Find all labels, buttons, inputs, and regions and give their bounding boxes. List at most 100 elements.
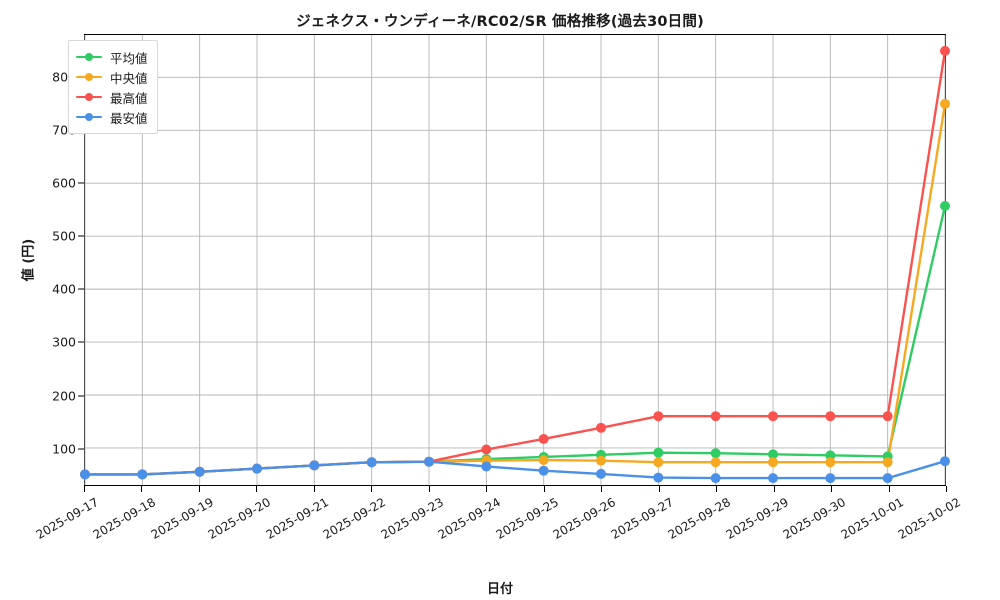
legend-dot-icon bbox=[85, 93, 93, 101]
x-axis-tick-labels: 2025-09-17 2025-09-18 2025-09-19 2025-09-20… bbox=[34, 486, 963, 596]
data-point[interactable] bbox=[80, 469, 90, 480]
series-line bbox=[83, 49, 947, 476]
data-point[interactable] bbox=[768, 473, 778, 484]
plot-area bbox=[80, 34, 950, 486]
data-point[interactable] bbox=[768, 457, 778, 468]
data-point[interactable] bbox=[825, 411, 836, 422]
x-axis-tick-mark bbox=[313, 486, 315, 492]
data-point[interactable] bbox=[710, 457, 721, 468]
legend-item-label: 最高値 bbox=[110, 90, 148, 106]
data-point[interactable] bbox=[481, 444, 492, 455]
x-axis-tick-mark bbox=[946, 486, 947, 492]
data-point[interactable] bbox=[940, 98, 950, 109]
series-line bbox=[83, 102, 947, 476]
data-point[interactable] bbox=[596, 422, 606, 433]
y-axis-tick-label: 200 bbox=[52, 388, 76, 404]
data-point[interactable] bbox=[940, 456, 950, 467]
data-point[interactable] bbox=[653, 457, 664, 468]
data-point[interactable] bbox=[882, 473, 893, 484]
data-point[interactable] bbox=[653, 411, 664, 422]
x-axis-tick-mark bbox=[428, 486, 430, 492]
data-point[interactable] bbox=[940, 45, 950, 56]
legend-item[interactable]: 最高値 bbox=[76, 87, 148, 107]
data-point[interactable] bbox=[596, 455, 606, 466]
legend-dot-icon bbox=[85, 113, 93, 121]
data-point[interactable] bbox=[940, 201, 950, 211]
x-axis-tick-label: 2025-09-23 bbox=[378, 495, 446, 542]
data-point[interactable] bbox=[825, 450, 836, 461]
y-axis-tick-label: 400 bbox=[52, 281, 76, 297]
x-axis-tick-label: 2025-09-22 bbox=[320, 495, 389, 542]
x-axis-tick-label: 2025-09-18 bbox=[91, 495, 159, 542]
data-point[interactable] bbox=[768, 411, 778, 422]
x-axis-tick-mark bbox=[716, 486, 718, 492]
x-axis-tick-mark bbox=[486, 486, 488, 492]
x-axis-tick-label: 2025-09-28 bbox=[665, 495, 734, 542]
x-axis-tick-label: 2025-09-26 bbox=[550, 495, 619, 542]
data-point[interactable] bbox=[194, 466, 205, 477]
y-axis-tick-label: 500 bbox=[52, 228, 76, 244]
x-axis-tick-label: 2025-09-21 bbox=[263, 495, 331, 542]
x-axis-tick-label: 2025-09-19 bbox=[148, 495, 216, 542]
legend-swatch-icon bbox=[76, 51, 102, 63]
y-axis-tick-mark bbox=[78, 288, 84, 290]
y-axis-tick-mark bbox=[78, 448, 84, 450]
data-point[interactable] bbox=[653, 447, 664, 458]
x-axis-tick-mark bbox=[256, 486, 258, 492]
data-point[interactable] bbox=[366, 457, 377, 468]
x-axis-tick-label: 2025-10-02 bbox=[895, 495, 963, 542]
legend-item-label: 中央値 bbox=[110, 70, 148, 86]
x-axis-title: 日付 bbox=[486, 582, 513, 597]
x-axis-tick-mark bbox=[198, 486, 200, 492]
x-axis-tick-mark bbox=[141, 486, 143, 492]
grid-lines bbox=[84, 35, 946, 485]
data-point[interactable] bbox=[825, 457, 836, 468]
data-point[interactable] bbox=[538, 433, 549, 444]
x-axis-tick-label: 2025-09-30 bbox=[780, 495, 849, 542]
data-point[interactable] bbox=[710, 411, 721, 422]
x-axis-tick-mark bbox=[543, 486, 545, 492]
legend-item-label: 平均値 bbox=[110, 50, 148, 66]
x-axis-tick-mark bbox=[658, 486, 660, 492]
x-axis-tick-label: 2025-09-29 bbox=[723, 495, 791, 542]
data-point[interactable] bbox=[481, 461, 492, 472]
data-point[interactable] bbox=[137, 469, 148, 480]
legend: 平均値中央値最高値最安値 bbox=[68, 40, 158, 134]
data-point[interactable] bbox=[882, 411, 893, 422]
legend-swatch-icon bbox=[76, 111, 102, 123]
x-axis-tick-label: 2025-09-24 bbox=[435, 495, 504, 542]
x-axis-tick-label: 2025-10-01 bbox=[838, 495, 906, 542]
legend-item[interactable]: 最安値 bbox=[76, 107, 148, 127]
data-point[interactable] bbox=[252, 463, 262, 474]
y-axis-tick-label: 600 bbox=[52, 175, 76, 191]
legend-swatch-icon bbox=[76, 71, 102, 83]
data-point[interactable] bbox=[653, 472, 664, 483]
legend-item[interactable]: 中央値 bbox=[76, 67, 148, 87]
legend-item-label: 最安値 bbox=[110, 110, 148, 126]
data-point[interactable] bbox=[538, 455, 549, 466]
data-point[interactable] bbox=[882, 457, 893, 468]
legend-dot-icon bbox=[85, 73, 93, 81]
x-axis-tick-mark bbox=[601, 486, 603, 492]
x-axis-tick-mark bbox=[888, 486, 890, 492]
data-point[interactable] bbox=[710, 473, 721, 484]
data-point[interactable] bbox=[424, 456, 434, 467]
x-axis-tick-label: 2025-09-20 bbox=[205, 495, 274, 542]
y-axis-tick-label: 100 bbox=[52, 441, 76, 457]
x-axis-tick-mark bbox=[831, 486, 833, 492]
data-point[interactable] bbox=[710, 448, 721, 459]
data-point[interactable] bbox=[825, 473, 836, 484]
legend-item[interactable]: 平均値 bbox=[76, 47, 148, 67]
y-axis-tick-mark bbox=[78, 235, 84, 237]
x-axis-tick-mark bbox=[84, 486, 85, 492]
data-point[interactable] bbox=[309, 460, 320, 471]
x-axis-tick-label: 2025-09-25 bbox=[493, 495, 561, 542]
x-axis-tick-label: 2025-09-17 bbox=[33, 495, 101, 542]
data-point[interactable] bbox=[538, 465, 549, 476]
data-point[interactable] bbox=[596, 468, 606, 479]
legend-swatch-icon bbox=[76, 91, 102, 103]
y-axis-tick-mark bbox=[78, 395, 84, 397]
data-point[interactable] bbox=[768, 449, 778, 460]
series-line bbox=[83, 459, 947, 480]
